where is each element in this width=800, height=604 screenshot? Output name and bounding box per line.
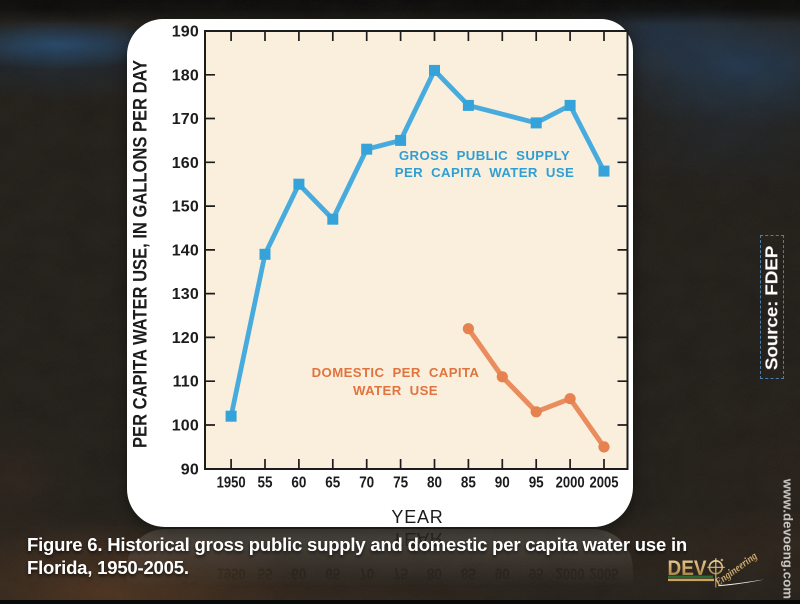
svg-text:110: 110 <box>173 374 199 391</box>
svg-text:95: 95 <box>529 475 544 492</box>
svg-text:Engineering: Engineering <box>712 550 760 589</box>
svg-text:2000: 2000 <box>556 475 585 492</box>
svg-text:YEAR: YEAR <box>391 507 443 527</box>
svg-text:190: 190 <box>172 24 199 41</box>
svg-text:80: 80 <box>427 475 442 492</box>
svg-text:65: 65 <box>325 475 340 492</box>
svg-text:170: 170 <box>172 111 199 128</box>
svg-text:160: 160 <box>172 155 199 172</box>
svg-text:DOMESTIC PER CAPITA: DOMESTIC PER CAPITA <box>312 365 480 380</box>
svg-text:130: 130 <box>172 286 199 303</box>
svg-text:2005: 2005 <box>590 475 619 492</box>
svg-text:75: 75 <box>393 475 408 492</box>
svg-text:100: 100 <box>172 418 199 435</box>
svg-text:140: 140 <box>172 242 199 259</box>
svg-text:90: 90 <box>495 475 510 492</box>
svg-text:90: 90 <box>181 461 199 478</box>
svg-text:120: 120 <box>172 330 199 347</box>
svg-text:PER CAPITA WATER USE: PER CAPITA WATER USE <box>395 165 574 180</box>
svg-text:85: 85 <box>461 475 476 492</box>
svg-text:55: 55 <box>258 475 273 492</box>
svg-text:PER CAPITA WATER USE, IN GALLO: PER CAPITA WATER USE, IN GALLONS PER DAY <box>130 60 152 448</box>
svg-text:60: 60 <box>291 475 306 492</box>
svg-text:WATER USE: WATER USE <box>353 383 438 398</box>
svg-text:GROSS PUBLIC SUPPLY: GROSS PUBLIC SUPPLY <box>399 148 570 163</box>
svg-text:180: 180 <box>172 67 199 84</box>
svg-text:1950: 1950 <box>217 475 246 492</box>
svg-text:70: 70 <box>359 475 374 492</box>
svg-text:150: 150 <box>172 199 199 216</box>
